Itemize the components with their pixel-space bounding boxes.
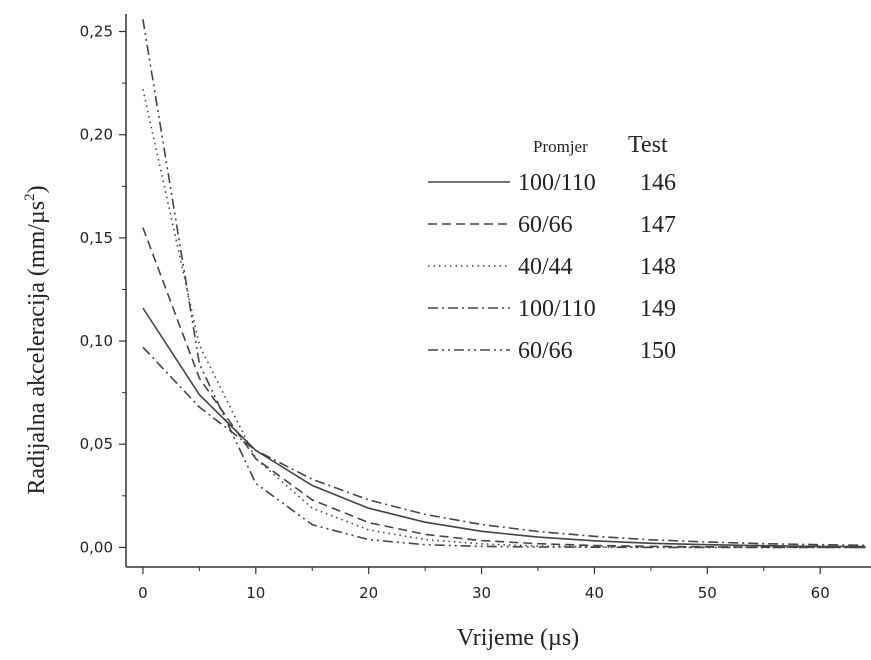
- series-line-149: [143, 347, 866, 545]
- legend-test-label: 147: [640, 212, 676, 238]
- legend-promjer-label: 40/44: [518, 254, 573, 280]
- series-line-148: [143, 89, 866, 547]
- x-tick-label: 10: [246, 584, 265, 602]
- x-tick-label: 20: [359, 584, 378, 602]
- series-line-150: [143, 19, 866, 547]
- x-axis-ticks: 0 10 20 30 40 50 60: [138, 567, 830, 602]
- y-axis-title-main: Radijalna akceleracija (mm/µs: [24, 201, 50, 495]
- x-tick-label: 40: [585, 584, 604, 602]
- legend-promjer-label: 100/110: [518, 170, 596, 196]
- y-tick-label: 0,00: [80, 538, 113, 556]
- legend-header-promjer: Promjer: [533, 137, 588, 156]
- legend-promjer-label: 100/110: [518, 296, 596, 322]
- y-axis-title-close: ): [24, 185, 50, 193]
- legend-rows: 100/110 146 60/66 147 40/44 148 100/110 149 60/6…: [428, 170, 676, 364]
- y-axis-title-superscript: 2: [22, 193, 38, 201]
- x-axis-title: Vrijeme (µs): [457, 625, 579, 651]
- series-layer: [143, 19, 866, 547]
- y-tick-label: 0,15: [80, 229, 113, 247]
- plot-frame: [126, 14, 871, 567]
- legend-header-test: Test: [628, 132, 668, 158]
- series-line-146: [143, 308, 866, 547]
- y-tick-label: 0,20: [80, 126, 113, 144]
- legend-promjer-label: 60/66: [518, 212, 573, 238]
- x-tick-label: 0: [138, 584, 148, 602]
- legend-test-label: 146: [640, 170, 676, 196]
- x-tick-label: 50: [698, 584, 717, 602]
- legend-test-label: 148: [640, 254, 676, 280]
- x-tick-label: 60: [811, 584, 830, 602]
- y-tick-label: 0,10: [80, 332, 113, 350]
- legend-promjer-label: 60/66: [518, 338, 573, 364]
- legend-test-label: 149: [640, 296, 676, 322]
- y-tick-label: 0,25: [80, 23, 113, 41]
- y-tick-label: 0,05: [80, 435, 113, 453]
- series-line-147: [143, 228, 866, 548]
- legend-test-label: 150: [640, 338, 676, 364]
- x-tick-label: 30: [472, 584, 491, 602]
- y-axis-ticks: 0,00 0,05 0,10 0,15 0,20 0,25: [80, 23, 126, 557]
- y-axis-title: Radijalna akceleracija (mm/µs2): [22, 185, 50, 494]
